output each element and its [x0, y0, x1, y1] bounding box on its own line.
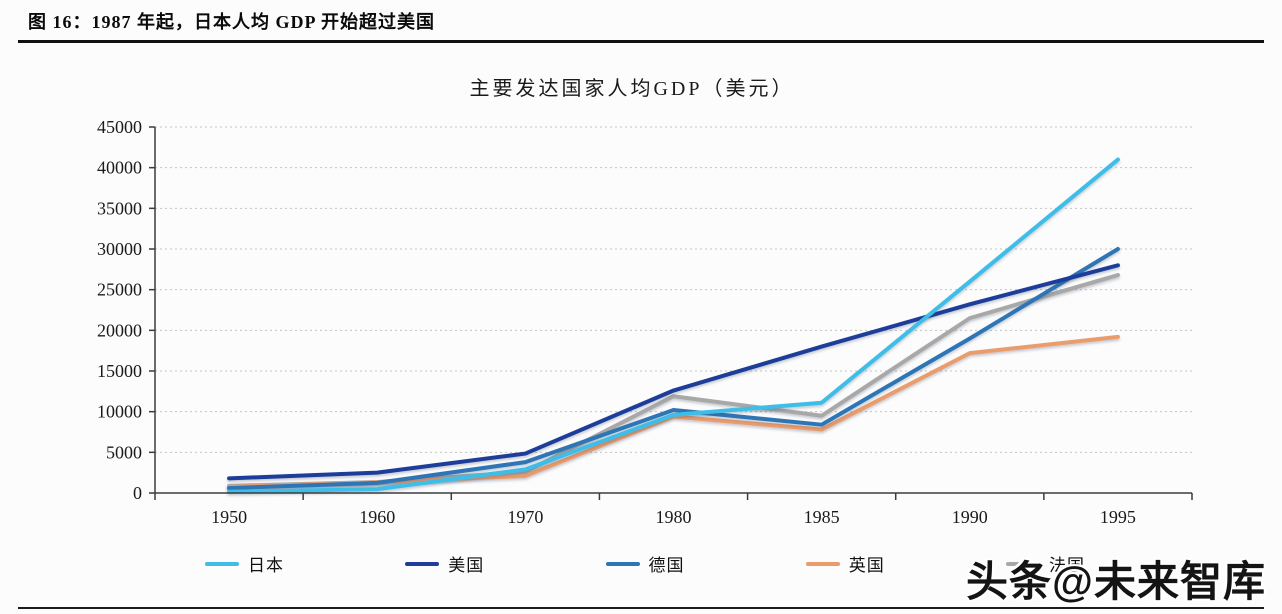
y-tick-label: 0	[133, 483, 142, 503]
usa-line-swatch	[405, 561, 440, 566]
x-tick-label: 1960	[359, 507, 395, 527]
series-line-germany	[227, 247, 1120, 491]
chart-canvas: 主要发达国家人均GDP（美元） 0 5000 10000 15000 20000 2500…	[97, 77, 1193, 527]
uk-line-swatch	[805, 561, 840, 566]
y-tick-label: 5000	[106, 442, 142, 462]
legend-label-japan: 日本	[248, 556, 284, 575]
series-line-usa	[227, 263, 1120, 481]
y-tick-label: 35000	[97, 198, 142, 218]
legend-item-germany: 德国	[605, 551, 685, 576]
x-tick-label: 1970	[507, 507, 543, 527]
watermark: 头条@未来智库	[966, 558, 1266, 605]
legend-item-japan: 日本	[205, 551, 284, 576]
bottom-divider	[18, 607, 1264, 609]
x-tick-label: 1995	[1100, 507, 1136, 527]
chart-area: 主要发达国家人均GDP（美元） 0 5000 10000 15000 20000 2500…	[0, 48, 1282, 548]
y-tick-label: 45000	[97, 117, 142, 137]
y-tick-label: 40000	[97, 158, 142, 178]
chart-title: 主要发达国家人均GDP（美元）	[469, 77, 794, 100]
series-line-france	[227, 273, 1120, 488]
x-tick-label: 1990	[952, 507, 988, 527]
legend-item-usa: 美国	[405, 551, 484, 576]
legend-item-france: 法国	[1006, 551, 1085, 576]
x-tick-label: 1980	[656, 507, 692, 527]
figure-caption: 图 16：1987 年起，日本人均 GDP 开始超过美国	[28, 12, 436, 32]
chart-legend: 日本 美国 德国 英国 法国	[205, 551, 1085, 576]
legend-item-uk: 英国	[805, 551, 885, 576]
japan-line-swatch	[205, 561, 239, 566]
y-tick-label: 30000	[97, 239, 142, 259]
series-line-japan	[227, 157, 1120, 494]
y-tick-label: 10000	[97, 402, 142, 422]
france-line-swatch	[1006, 561, 1040, 566]
germany-line-swatch	[605, 561, 640, 566]
y-tick-label: 25000	[97, 280, 142, 300]
y-tick-label: 20000	[97, 320, 142, 340]
x-tick-label: 1950	[211, 507, 247, 527]
y-tick-label: 15000	[97, 361, 142, 381]
legend-label-france: 法国	[1049, 556, 1085, 575]
x-tick-label: 1985	[804, 507, 840, 527]
legend-label-uk: 英国	[848, 556, 885, 575]
legend-label-germany: 德国	[648, 556, 685, 575]
legend-label-usa: 美国	[448, 556, 485, 575]
top-divider	[18, 40, 1264, 43]
